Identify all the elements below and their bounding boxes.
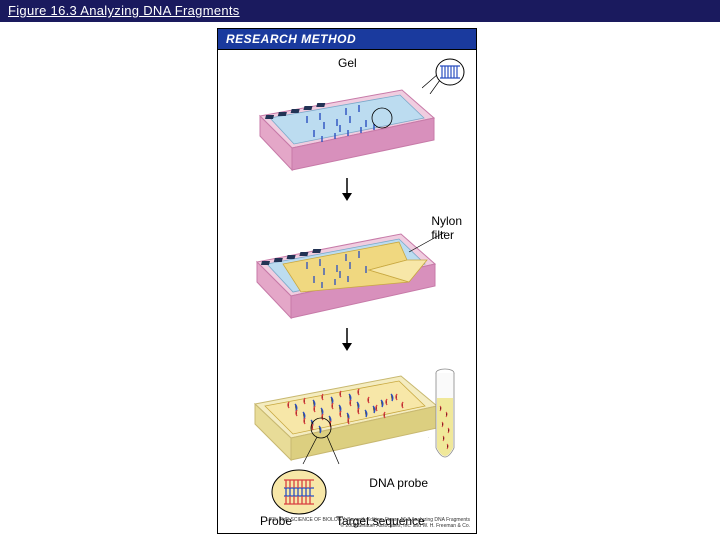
figure-footer: LIFE: THE SCIENCE OF BIOLOGY, Seventh Ed… (266, 517, 470, 529)
slide-title: Figure 16.3 Analyzing DNA Fragments (8, 3, 240, 18)
filter-tray (249, 220, 445, 335)
gel-tray (252, 78, 442, 188)
footer-line2: © 2004 Sinauer Associates, Inc. and W. H… (266, 523, 470, 529)
slide-title-bar: Figure 16.3 Analyzing DNA Fragments (0, 0, 720, 22)
arrow-2 (340, 328, 354, 352)
label-dna-probe: DNA probe (369, 476, 428, 490)
panel-nylon-filter: Nylon filter (218, 200, 476, 350)
panel-probe: DNA probe Probe Target sequence (218, 350, 476, 530)
arrow-1 (340, 178, 354, 202)
figure-header: RESEARCH METHOD (218, 29, 476, 50)
figure-container: RESEARCH METHOD Gel (217, 28, 477, 534)
probe-tube (428, 368, 462, 468)
probe-tray (247, 364, 447, 484)
panel-gel: Gel (218, 50, 476, 200)
probe-magnifier-inset (270, 468, 328, 516)
label-gel: Gel (338, 56, 357, 70)
